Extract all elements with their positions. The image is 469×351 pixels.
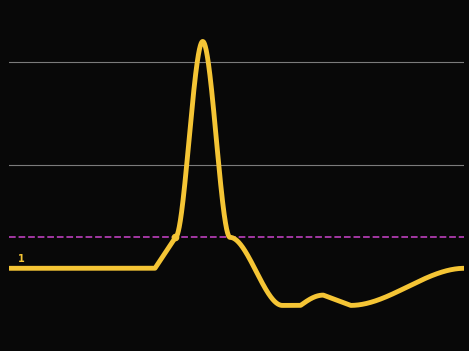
Text: 1: 1 xyxy=(17,254,24,264)
